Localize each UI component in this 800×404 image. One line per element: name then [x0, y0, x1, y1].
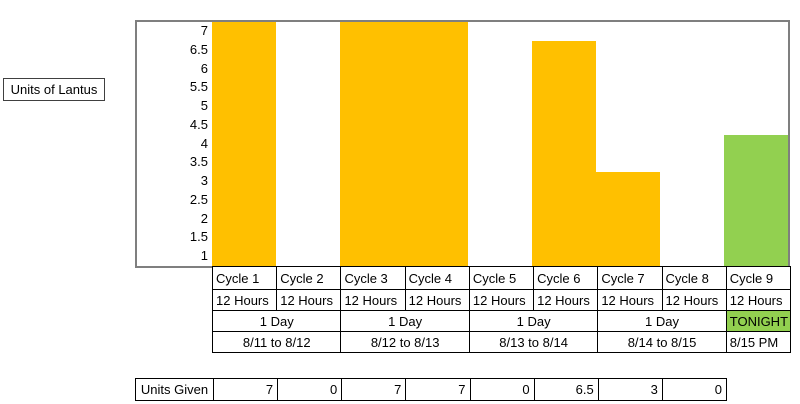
bar-cycle-9[interactable]	[724, 134, 788, 266]
day-span-cell[interactable]: 1 Day	[597, 310, 727, 332]
cycle-label-cell[interactable]: Cycle 6	[533, 266, 599, 290]
hours-cell[interactable]: 12 Hours	[211, 289, 278, 311]
bar-cycle-6[interactable]	[532, 40, 596, 266]
cycle-table: Cycle 1 Cycle 2 Cycle 3 Cycle 4 Cycle 5 Cycle…	[211, 266, 792, 353]
date-span-cell[interactable]: 8/11 to 8/12	[211, 331, 342, 353]
units-value-cell[interactable]: 6.5	[533, 378, 599, 401]
bar-cycle-7[interactable]	[596, 172, 660, 266]
units-value-cell[interactable]: 7	[405, 378, 471, 401]
cycle-label-cell[interactable]: Cycle 7	[597, 266, 663, 290]
units-value-cell[interactable]: 0	[469, 378, 535, 401]
tonight-cell[interactable]: TONIGHT	[725, 310, 792, 332]
bar-cycle-4[interactable]	[404, 22, 468, 266]
table-row: 12 Hours 12 Hours 12 Hours 12 Hours 12 Hours…	[211, 289, 792, 311]
table-row: Cycle 1 Cycle 2 Cycle 3 Cycle 4 Cycle 5 Cycle…	[211, 266, 792, 290]
y-axis-tick-label: 4.5	[189, 116, 208, 132]
y-axis-tick-label: 5.5	[189, 79, 208, 95]
bar-cycle-1[interactable]	[212, 22, 276, 266]
date-cell[interactable]: 8/15 PM	[725, 331, 792, 353]
hours-cell[interactable]: 12 Hours	[468, 289, 535, 311]
units-given-table: Units Given 7 0 7 7 0 6.5 3 0	[135, 378, 728, 401]
day-span-cell[interactable]: 1 Day	[211, 310, 342, 332]
hours-cell[interactable]: 12 Hours	[276, 289, 342, 311]
hours-cell[interactable]: 12 Hours	[725, 289, 792, 311]
table-row: 1 Day 1 Day 1 Day 1 Day TONIGHT	[211, 310, 792, 332]
day-span-cell[interactable]: 1 Day	[340, 310, 470, 332]
cycle-label-cell[interactable]: Cycle 8	[661, 266, 727, 290]
y-axis-tick-label: 1.5	[189, 229, 208, 245]
cycle-label-cell[interactable]: Cycle 5	[468, 266, 535, 290]
date-span-cell[interactable]: 8/14 to 8/15	[597, 331, 727, 353]
y-axis-tick-label: 3.5	[189, 154, 208, 170]
date-span-cell[interactable]: 8/13 to 8/14	[468, 331, 599, 353]
units-value-cell[interactable]: 3	[597, 378, 663, 401]
cycle-label-cell[interactable]: Cycle 1	[211, 266, 278, 290]
units-value-cell[interactable]: 0	[661, 378, 728, 401]
units-given-label-cell[interactable]: Units Given	[135, 378, 214, 401]
y-axis-tick-label: 2	[200, 210, 208, 226]
units-value-cell[interactable]: 7	[341, 378, 407, 401]
y-axis-tick-label: 1	[200, 248, 208, 264]
y-axis-tick-label: 5	[200, 98, 208, 114]
bar-cycle-3[interactable]	[340, 22, 404, 266]
y-axis-tick-label: 2.5	[189, 191, 208, 207]
lantus-bar-chart: 7 6.5 6 5.5 5 4.5 4 3.5 3 2.5 2 1.5 1	[135, 20, 790, 268]
table-row: 8/11 to 8/12 8/12 to 8/13 8/13 to 8/14 8/14…	[211, 331, 792, 353]
y-axis-tick-label: 6.5	[189, 41, 208, 57]
cycle-label-cell[interactable]: Cycle 3	[340, 266, 406, 290]
cycle-label-cell[interactable]: Cycle 2	[276, 266, 342, 290]
table-row: Units Given 7 0 7 7 0 6.5 3 0	[135, 378, 728, 401]
hours-cell[interactable]: 12 Hours	[340, 289, 406, 311]
y-axis-tick-label: 6	[200, 60, 208, 76]
hours-cell[interactable]: 12 Hours	[533, 289, 599, 311]
day-span-cell[interactable]: 1 Day	[468, 310, 599, 332]
hours-cell[interactable]: 12 Hours	[597, 289, 663, 311]
y-axis-tick-label: 3	[200, 173, 208, 189]
y-axis-tick-label: 4	[200, 135, 208, 151]
y-axis-title-box: Units of Lantus	[3, 78, 105, 101]
date-span-cell[interactable]: 8/12 to 8/13	[340, 331, 470, 353]
y-axis-title: Units of Lantus	[10, 82, 98, 97]
units-value-cell[interactable]: 7	[212, 378, 279, 401]
y-axis-tick-label: 7	[200, 23, 208, 38]
units-value-cell[interactable]: 0	[277, 378, 343, 401]
cycle-label-cell[interactable]: Cycle 4	[404, 266, 470, 290]
hours-cell[interactable]: 12 Hours	[661, 289, 727, 311]
cycle-label-cell[interactable]: Cycle 9	[725, 266, 792, 290]
hours-cell[interactable]: 12 Hours	[404, 289, 470, 311]
